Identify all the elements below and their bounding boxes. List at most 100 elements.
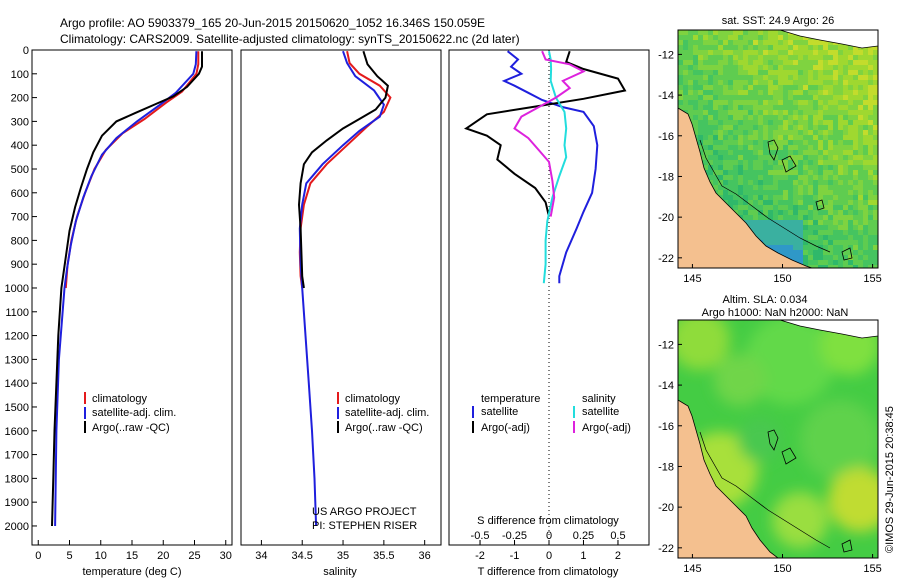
sst-pixel <box>783 225 788 230</box>
sst-pixel <box>768 35 773 40</box>
sst-pixel <box>728 130 733 135</box>
sst-pixel <box>783 215 788 220</box>
sst-pixel <box>808 175 813 180</box>
sst-pixel <box>818 70 823 75</box>
y-tick-label: 1500 <box>5 402 29 414</box>
sst-pixel <box>853 90 858 95</box>
sst-pixel <box>783 50 788 55</box>
sst-pixel <box>763 80 768 85</box>
sst-pixel <box>683 55 688 60</box>
sst-pixel <box>748 140 753 145</box>
sst-pixel <box>793 105 798 110</box>
sst-pixel <box>833 265 838 268</box>
series-line <box>298 50 386 527</box>
sst-pixel <box>738 150 743 155</box>
sla-reef-isobath <box>699 431 831 549</box>
sst-pixel <box>828 235 833 240</box>
map-y-tick-label: -16 <box>658 421 674 433</box>
sst-pixel <box>803 125 808 130</box>
sst-pixel <box>753 210 758 215</box>
sst-pixel <box>803 110 808 115</box>
y-tick-label: 0 <box>23 45 29 57</box>
series-line <box>464 50 627 217</box>
sst-pixel <box>813 205 818 210</box>
y-tick-label: 1000 <box>5 283 29 295</box>
x-tick-label: 0 <box>546 550 552 562</box>
sst-pixel <box>713 155 718 160</box>
salinity-legend: climatology satellite-adj. clim. Argo(..… <box>337 392 429 434</box>
sst-pixel <box>798 145 803 150</box>
sst-pixel <box>773 100 778 105</box>
sst-pixel <box>728 70 733 75</box>
sst-pixel <box>733 155 738 160</box>
sst-pixel <box>703 55 708 60</box>
sst-pixel <box>753 135 758 140</box>
sst-pixel <box>838 125 843 130</box>
sst-pixel <box>698 40 703 45</box>
sst-pixel <box>853 230 858 235</box>
sst-pixel <box>838 220 843 225</box>
sst-pixel <box>833 120 838 125</box>
sst-pixel <box>823 40 828 45</box>
sst-pixel <box>823 170 828 175</box>
sst-pixel <box>843 220 848 225</box>
sst-pixel <box>843 80 848 85</box>
salinity-panel: 34 34.5 35 35.5 36 salinity climatology sate… <box>240 49 442 578</box>
sst-pixel <box>793 165 798 170</box>
sst-pixel <box>738 135 743 140</box>
sst-pixel <box>723 30 728 35</box>
sst-pixel <box>853 255 858 260</box>
sst-pixel <box>833 130 838 135</box>
map-x-tick-label: 155 <box>863 563 881 575</box>
sst-pixel <box>743 60 748 65</box>
sst-pixel <box>748 60 753 65</box>
sst-pixel <box>708 110 713 115</box>
sst-pixel <box>818 245 823 250</box>
sst-pixel <box>743 140 748 145</box>
sst-pixel <box>758 90 763 95</box>
sst-pixel <box>868 245 873 250</box>
sst-pixel <box>768 150 773 155</box>
sst-pixel <box>798 130 803 135</box>
sst-pixel <box>813 60 818 65</box>
sst-pixel <box>783 205 788 210</box>
sst-pixel <box>818 40 823 45</box>
sst-pixel <box>743 30 748 35</box>
sst-pixel <box>838 95 843 100</box>
sst-pixel <box>833 250 838 255</box>
sst-pixel <box>723 80 728 85</box>
sst-pixel <box>803 60 808 65</box>
sst-pixel <box>713 80 718 85</box>
sst-pixel <box>773 60 778 65</box>
sst-pixel <box>753 215 758 220</box>
sst-pixel <box>763 35 768 40</box>
x-tick-label: 20 <box>157 550 169 562</box>
sst-pixel <box>698 35 703 40</box>
sla-blob <box>772 492 828 548</box>
sst-pixel <box>763 110 768 115</box>
sst-pixel <box>783 60 788 65</box>
sst-pixel <box>748 195 753 200</box>
sst-pixel <box>743 130 748 135</box>
x-tick-label: 34 <box>255 550 267 562</box>
sst-pixel <box>773 160 778 165</box>
sst-pixel <box>818 100 823 105</box>
sst-pixel <box>838 60 843 65</box>
sst-pixel <box>873 125 878 130</box>
sst-pixel <box>873 140 878 145</box>
legend-t-argo-label: Argo(-adj) <box>481 422 530 434</box>
sst-pixel <box>678 45 683 50</box>
sst-pixel <box>773 210 778 215</box>
sst-pixel <box>763 180 768 185</box>
sst-pixel <box>778 170 783 175</box>
temperature-axis: 0 5 10 15 20 25 30 <box>35 540 232 562</box>
sst-pixel <box>828 265 833 268</box>
sst-pixel <box>748 215 753 220</box>
sst-pixel <box>798 235 803 240</box>
sst-pixel <box>868 230 873 235</box>
sst-pixel <box>783 30 788 35</box>
sst-pixel <box>743 100 748 105</box>
sst-pixel <box>698 145 703 150</box>
sla-blob <box>800 400 878 480</box>
sst-pixel <box>808 120 813 125</box>
